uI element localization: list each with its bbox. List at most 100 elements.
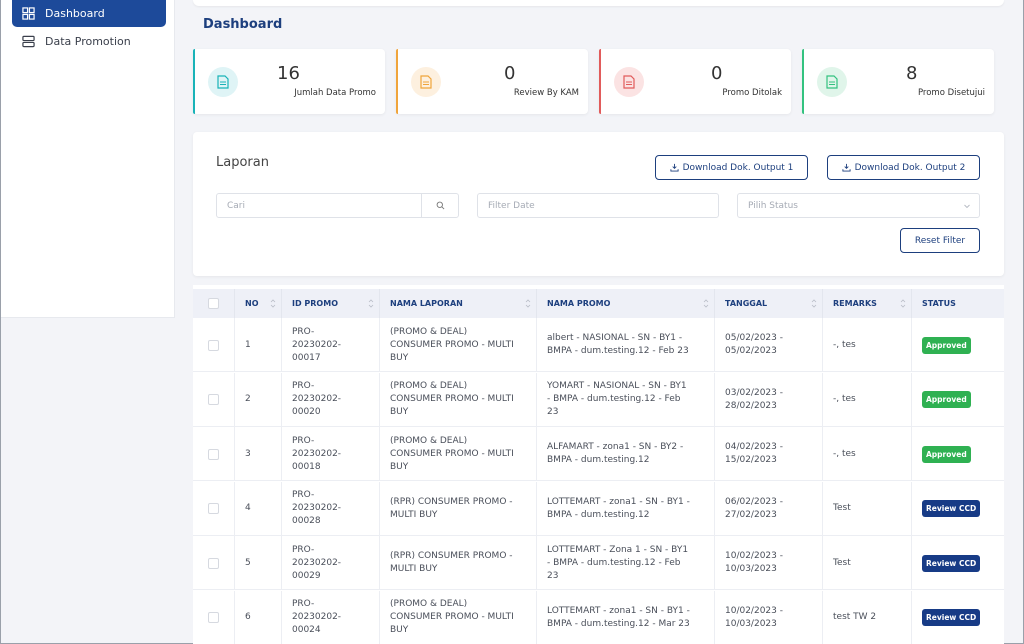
cell-no: 1 (235, 318, 282, 372)
cell-tanggal-line: 27/02/2023 (725, 509, 777, 520)
cell-nama-promo-line: BMPA - dum.testing.12 - Mar 23 (547, 618, 690, 629)
document-icon (420, 75, 432, 89)
search-input[interactable]: Cari (216, 193, 422, 218)
cell-remarks-text: Test (833, 557, 851, 568)
cell-tanggal: 04/02/2023 - 15/02/2023 (715, 427, 823, 481)
sort-icon (900, 299, 906, 308)
column-label: NAMA PROMO (547, 299, 611, 308)
cell-nama-laporan-line: CONSUMER PROMO - MULTI (390, 612, 514, 622)
cell-id-promo-line: PRO- (292, 544, 315, 555)
cell-nama-laporan-line: CONSUMER PROMO - MULTI (390, 448, 514, 459)
cell-nama-promo-line: LOTTEMART - zona1 - SN - BY1 - (547, 605, 690, 616)
cell-nama-laporan: (PROMO & DEAL) CONSUMER PROMO - MULTI BUY (380, 590, 537, 644)
document-icon (623, 75, 635, 89)
cell-tanggal: 05/02/2023 - 05/02/2023 (715, 318, 823, 372)
cell-no: 4 (235, 481, 282, 536)
table-row[interactable]: 6 PRO- 20230202- 00024 (PROMO & DEAL) CONSUME… (193, 590, 1004, 644)
topbar (193, 0, 1004, 6)
cell-id-promo-line: PRO- (292, 490, 315, 500)
stat-icon-circle (614, 67, 644, 97)
sidebar-item-dashboard[interactable]: Dashboard (12, 0, 166, 27)
table-row[interactable]: 5 PRO- 20230202- 00029 (RPR) CONSUMER PROMO … (193, 536, 1004, 590)
column-label: REMARKS (833, 299, 877, 308)
cell-no-text: 4 (245, 503, 251, 513)
cell-nama-promo-line: BMPA - dum.testing.12 (547, 455, 650, 465)
table-row[interactable]: 3 PRO- 20230202- 00018 (PROMO & DEAL) CONSUME… (193, 427, 1004, 481)
download-output-1-button[interactable]: Download Dok. Output 1 (655, 155, 808, 180)
row-checkbox[interactable] (208, 557, 219, 569)
row-checkbox[interactable] (208, 339, 219, 351)
download-icon (670, 163, 679, 172)
sort-icon (270, 299, 276, 308)
select-all-cell (193, 289, 235, 318)
cell-id-promo-line: 00029 (292, 570, 321, 581)
download-output-2-button[interactable]: Download Dok. Output 2 (827, 155, 980, 180)
cell-status: Review CCD (912, 591, 1004, 644)
stat-label: Promo Ditolak (722, 88, 782, 98)
server-icon (22, 35, 35, 48)
column-header-nama-promo[interactable]: NAMA PROMO (537, 289, 715, 318)
status-badge: Approved (922, 445, 971, 463)
status-badge: Review CCD (922, 500, 981, 517)
sort-icon (368, 299, 374, 308)
column-header-remarks[interactable]: REMARKS (823, 289, 912, 318)
stat-icon-circle (208, 67, 238, 97)
row-checkbox[interactable] (208, 612, 219, 623)
column-header-nama-laporan[interactable]: NAMA LAPORAN (380, 289, 537, 318)
column-header-tanggal[interactable]: TANGGAL (715, 289, 823, 318)
cell-nama-laporan-line: MULTI BUY (390, 509, 438, 520)
cell-status: Approved (912, 318, 1004, 372)
status-badge: Approved (922, 336, 971, 354)
cell-tanggal-line: 06/02/2023 - (725, 496, 783, 507)
report-title: Laporan (216, 155, 269, 170)
stat-card-review-kam: 0 Review By KAM (396, 49, 588, 114)
cell-nama-laporan-line: (PROMO & DEAL) (390, 381, 468, 391)
status-badge: Review CCD (922, 609, 981, 626)
cell-id-promo-line: PRO- (292, 326, 315, 337)
column-label: NAMA LAPORAN (390, 299, 463, 308)
table-row[interactable]: 4 PRO- 20230202- 00028 (RPR) CONSUMER PROMO … (193, 481, 1004, 536)
search-button[interactable] (421, 193, 459, 218)
sidebar-item-data-promotion[interactable]: Data Promotion (12, 28, 166, 55)
cell-status: Review CCD (912, 482, 1004, 536)
cell-nama-laporan-line: BUY (390, 407, 409, 417)
cell-nama-laporan-line: BUY (390, 352, 409, 363)
status-select[interactable]: Pilih Status (737, 193, 980, 218)
filter-date-input[interactable]: Filter Date (477, 193, 719, 218)
reset-filter-button[interactable]: Reset Filter (900, 228, 980, 253)
grid-icon (22, 7, 35, 20)
row-checkbox[interactable] (208, 448, 219, 460)
cell-nama-laporan: (PROMO & DEAL) CONSUMER PROMO - MULTI BUY (380, 427, 537, 481)
cell-remarks: test TW 2 (823, 590, 912, 644)
cell-remarks: -, tes (823, 372, 912, 427)
stat-card-total: 16 Jumlah Data Promo (193, 49, 385, 114)
cell-tanggal: 10/02/2023 - 10/03/2023 (715, 536, 823, 590)
cell-id-promo: PRO- 20230202- 00024 (282, 590, 380, 644)
cell-remarks-text: -, tes (833, 448, 856, 459)
row-checkbox[interactable] (208, 503, 219, 514)
cell-no: 5 (235, 536, 282, 590)
table-row[interactable]: 1 PRO- 20230202- 00017 (PROMO & DEAL) CONSUME… (193, 318, 1004, 372)
row-checkbox[interactable] (208, 394, 219, 405)
cell-tanggal-line: 04/02/2023 - (725, 442, 783, 452)
table-row[interactable]: 2 PRO- 20230202- 00020 (PROMO & DEAL) CONSUME… (193, 372, 1004, 427)
cell-status: Approved (912, 427, 1004, 481)
cell-nama-promo-line: BMPA - dum.testing.12 - Feb 23 (547, 346, 689, 356)
report-panel: Laporan Download Dok. Output 1 Download … (193, 132, 1004, 276)
cell-nama-laporan: (RPR) CONSUMER PROMO - MULTI BUY (380, 536, 537, 590)
column-header-id-promo[interactable]: ID PROMO (282, 289, 380, 318)
cell-nama-promo-line: LOTTEMART - Zona 1 - SN - BY1 (547, 544, 689, 555)
cell-tanggal: 10/02/2023 - 10/03/2023 (715, 590, 823, 644)
column-header-no[interactable]: NO (235, 289, 282, 318)
select-all-checkbox[interactable] (208, 298, 219, 309)
cell-nama-promo-line: 23 (547, 570, 559, 581)
cell-id-promo-line: 20230202- (292, 612, 342, 622)
stat-label: Review By KAM (513, 88, 579, 98)
stat-accent (193, 49, 195, 114)
cell-no-text: 2 (245, 394, 251, 404)
cell-id-promo-line: 00017 (292, 352, 321, 363)
download-output-1-label: Download Dok. Output 1 (682, 162, 794, 173)
cell-id-promo-line: 20230202- (292, 339, 342, 350)
cell-id-promo: PRO- 20230202- 00020 (282, 372, 380, 427)
cell-nama-laporan-line: (RPR) CONSUMER PROMO - (390, 496, 513, 507)
